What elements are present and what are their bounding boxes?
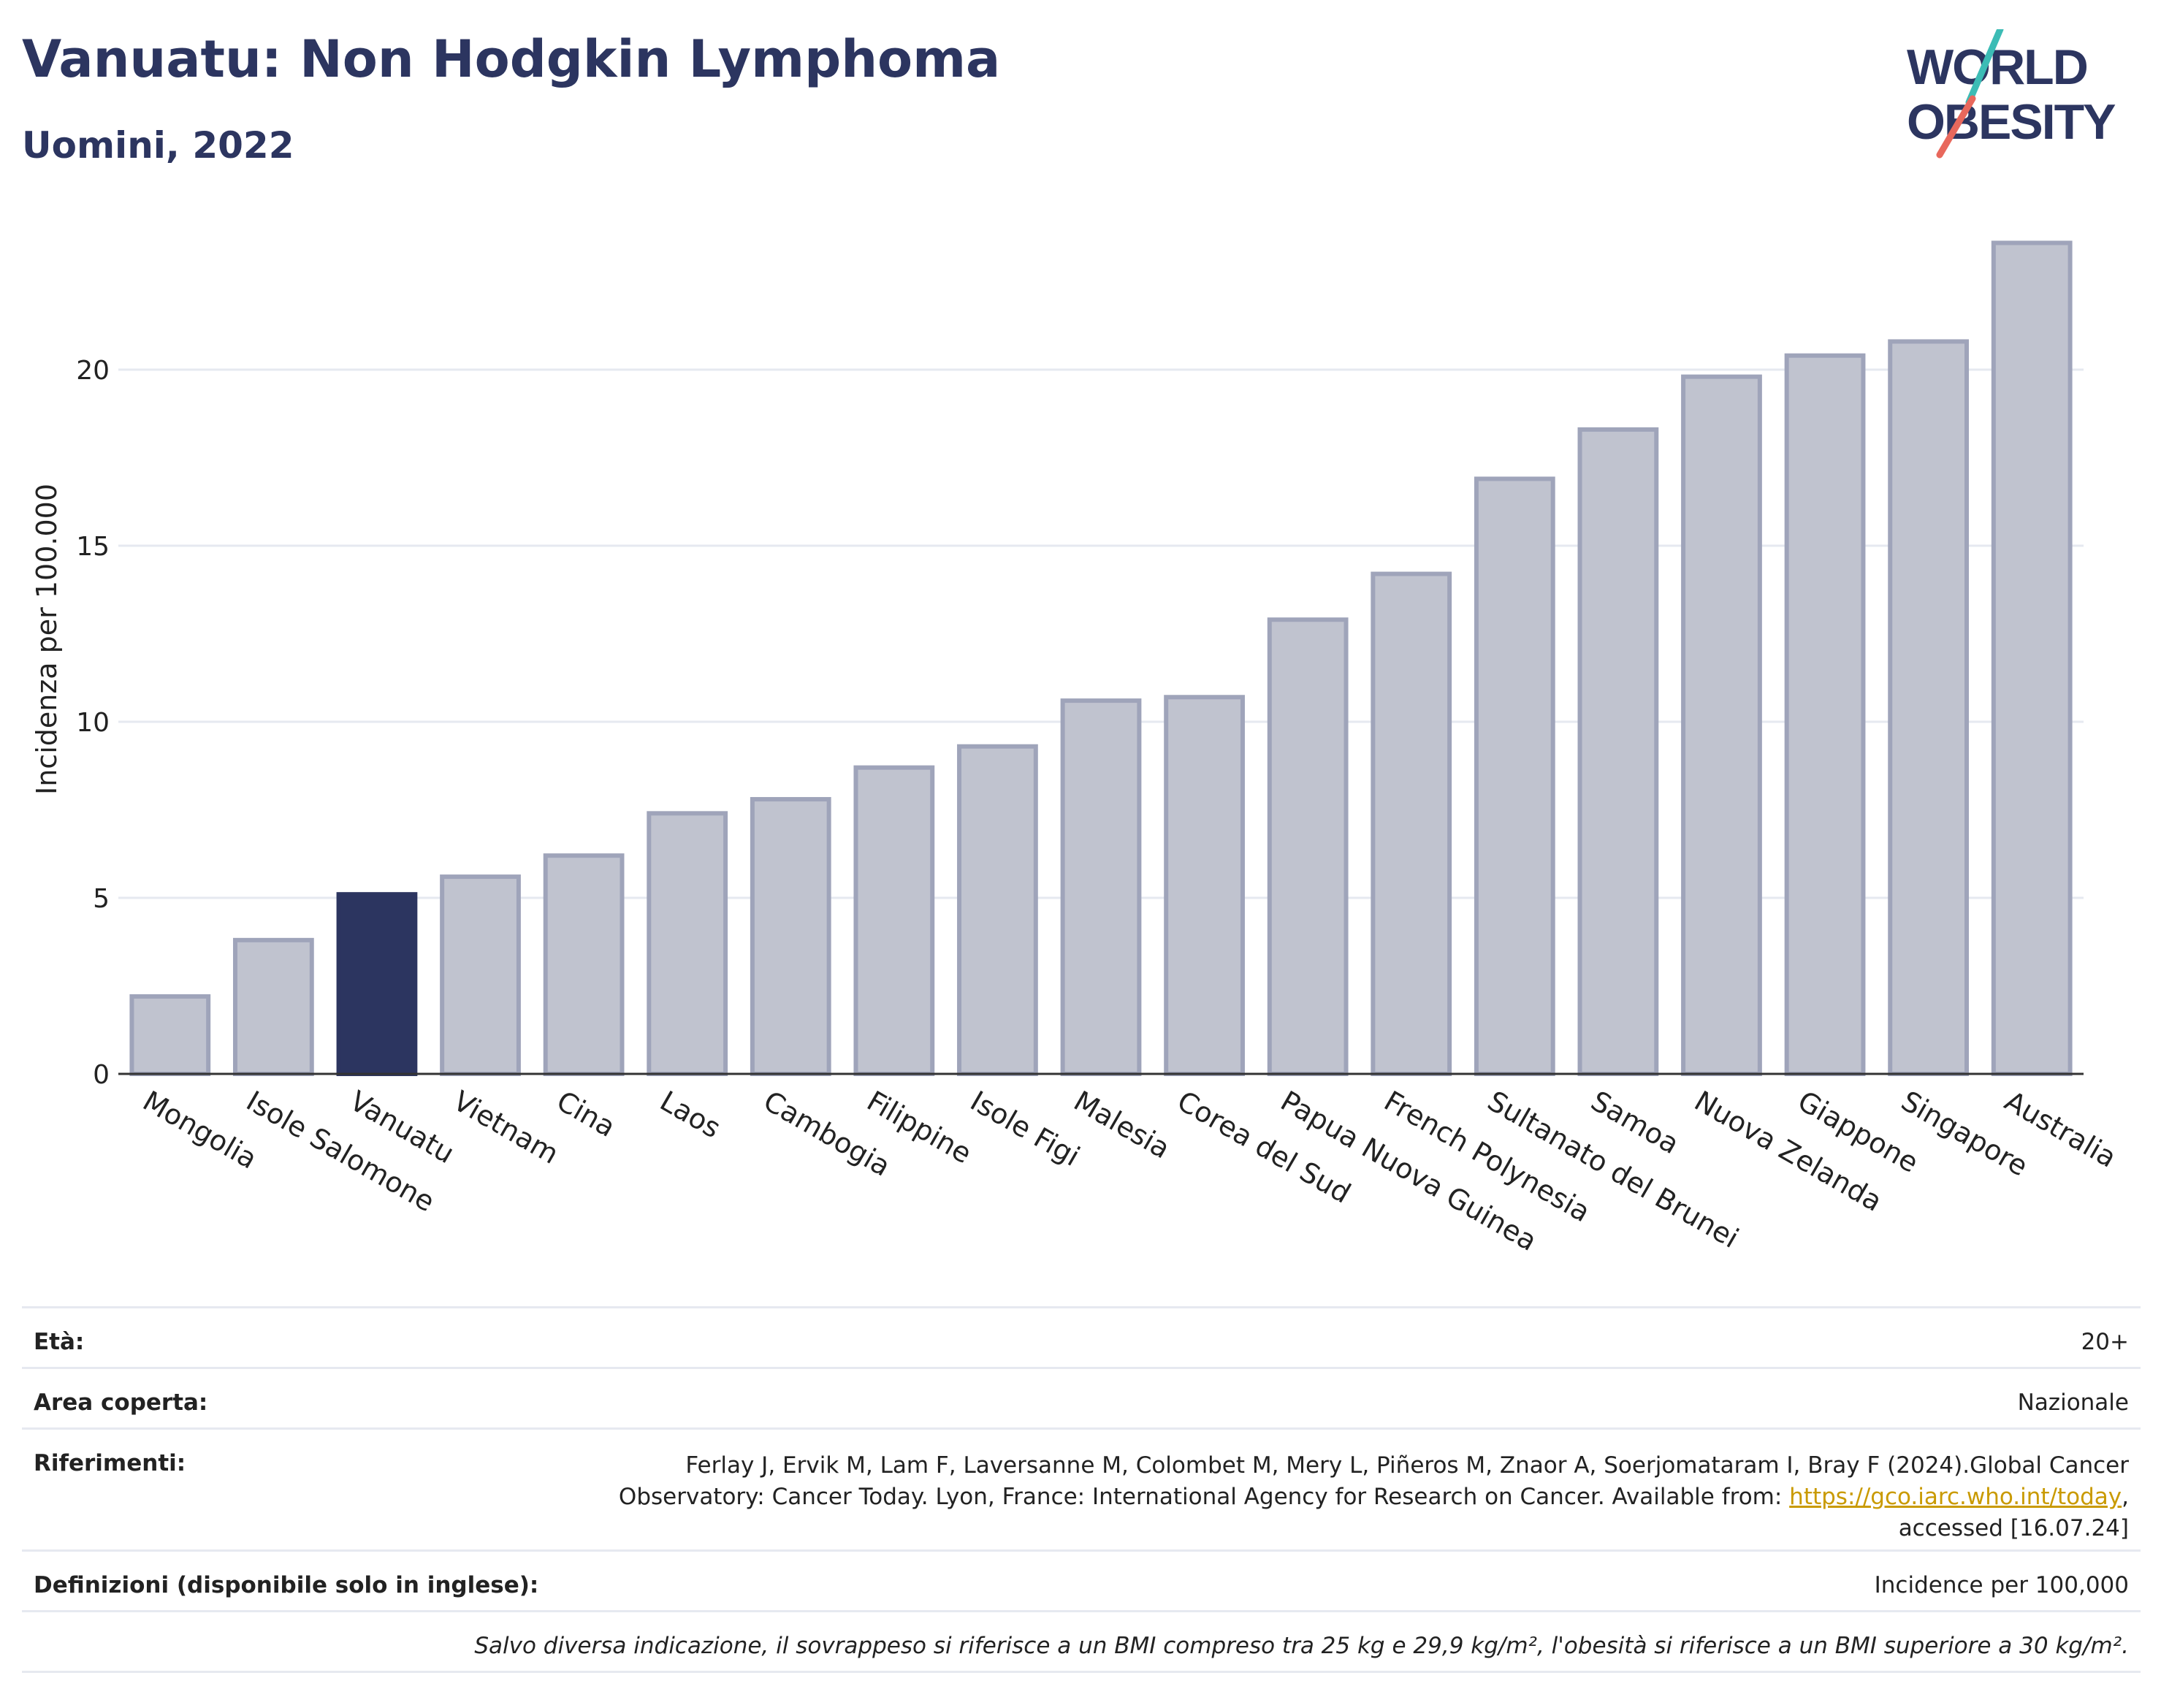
logo-slash-red xyxy=(1936,95,1976,159)
references-text: Ferlay J, Ervik M, Lam F, Laversanne M, … xyxy=(618,1452,2129,1510)
x-tick-label: Corea del Sud xyxy=(1172,1085,1356,1210)
area-label: Area coperta: xyxy=(34,1389,208,1416)
bar xyxy=(1060,698,1142,1077)
definitions-label: Definizioni (disponibile solo in inglese… xyxy=(34,1572,539,1598)
info-row-age: Età: 20+ xyxy=(22,1306,2141,1367)
y-tick-labels: 0 5 10 15 20 xyxy=(76,356,110,1090)
bar xyxy=(1784,353,1866,1077)
bmi-note: Salvo diversa indicazione, il sovrappeso… xyxy=(474,1633,2129,1659)
y-tick-label: 5 xyxy=(93,884,110,914)
info-row-references: Riferimenti: Ferlay J, Ervik M, Lam F, L… xyxy=(22,1427,2141,1549)
info-row-area: Area coperta: Nazionale xyxy=(22,1367,2141,1427)
bar xyxy=(853,765,935,1077)
chart-subtitle: Uomini, 2022 xyxy=(22,124,294,167)
x-tick-label: Vietnam xyxy=(448,1085,564,1170)
bar xyxy=(957,744,1038,1076)
y-tick-label: 10 xyxy=(76,708,110,738)
world-obesity-logo: WORLD OBESITY xyxy=(1907,29,2117,159)
bar xyxy=(1991,240,2073,1077)
references-link[interactable]: https://gco.iarc.who.int/today xyxy=(1789,1484,2122,1510)
logo-word-world: WORLD xyxy=(1907,39,2087,95)
definitions-value: Incidence per 100,000 xyxy=(1874,1572,2129,1598)
info-row-definitions: Definizioni (disponibile solo in inglese… xyxy=(22,1549,2141,1610)
bars xyxy=(118,240,2084,1077)
bar xyxy=(440,874,521,1076)
bar xyxy=(647,811,728,1076)
age-value: 20+ xyxy=(2081,1329,2129,1355)
bar xyxy=(1577,427,1659,1076)
bar xyxy=(232,937,314,1076)
x-tick-label: Laos xyxy=(655,1085,726,1145)
bar xyxy=(1371,571,1452,1076)
age-label: Età: xyxy=(34,1329,85,1355)
bar xyxy=(1267,617,1349,1076)
x-tick-label: Isole Figi xyxy=(965,1085,1086,1173)
y-axis-label: Incidenza per 100.000 xyxy=(31,484,63,795)
bar xyxy=(1164,695,1245,1076)
x-tick-label: Mongolia xyxy=(137,1085,262,1175)
chart-title: Vanuatu: Non Hodgkin Lymphoma xyxy=(22,29,1001,89)
references-accessed: , accessed [16.07.24] xyxy=(1898,1484,2129,1541)
bar xyxy=(1474,476,1555,1076)
x-tick-label: Malesia xyxy=(1069,1085,1175,1165)
x-tick-label: Nuova Zelanda xyxy=(1689,1085,1888,1218)
y-tick-label: 0 xyxy=(93,1060,110,1090)
area-value: Nazionale xyxy=(2017,1389,2129,1416)
info-table: Età: 20+ Area coperta: Nazionale Riferim… xyxy=(22,1306,2141,1673)
references-value: Ferlay J, Ervik M, Lam F, Laversanne M, … xyxy=(580,1450,2129,1544)
references-label: Riferimenti: xyxy=(34,1450,186,1476)
y-tick-label: 15 xyxy=(76,532,110,562)
logo-slash-teal xyxy=(1965,29,2004,106)
bar-highlight xyxy=(336,892,418,1077)
y-tick-label: 20 xyxy=(76,356,110,386)
info-row-note: Salvo diversa indicazione, il sovrappeso… xyxy=(22,1610,2141,1671)
bar xyxy=(543,853,625,1077)
bar xyxy=(129,994,211,1076)
x-tick-label: Isole Salomone xyxy=(241,1085,440,1219)
logo-word-obesity: OBESITY xyxy=(1907,94,2116,150)
info-bottom-divider xyxy=(22,1671,2141,1673)
x-tick-label: Cina xyxy=(552,1085,621,1143)
bar xyxy=(1888,339,1970,1076)
bar xyxy=(750,797,831,1077)
bar xyxy=(1681,374,1762,1076)
